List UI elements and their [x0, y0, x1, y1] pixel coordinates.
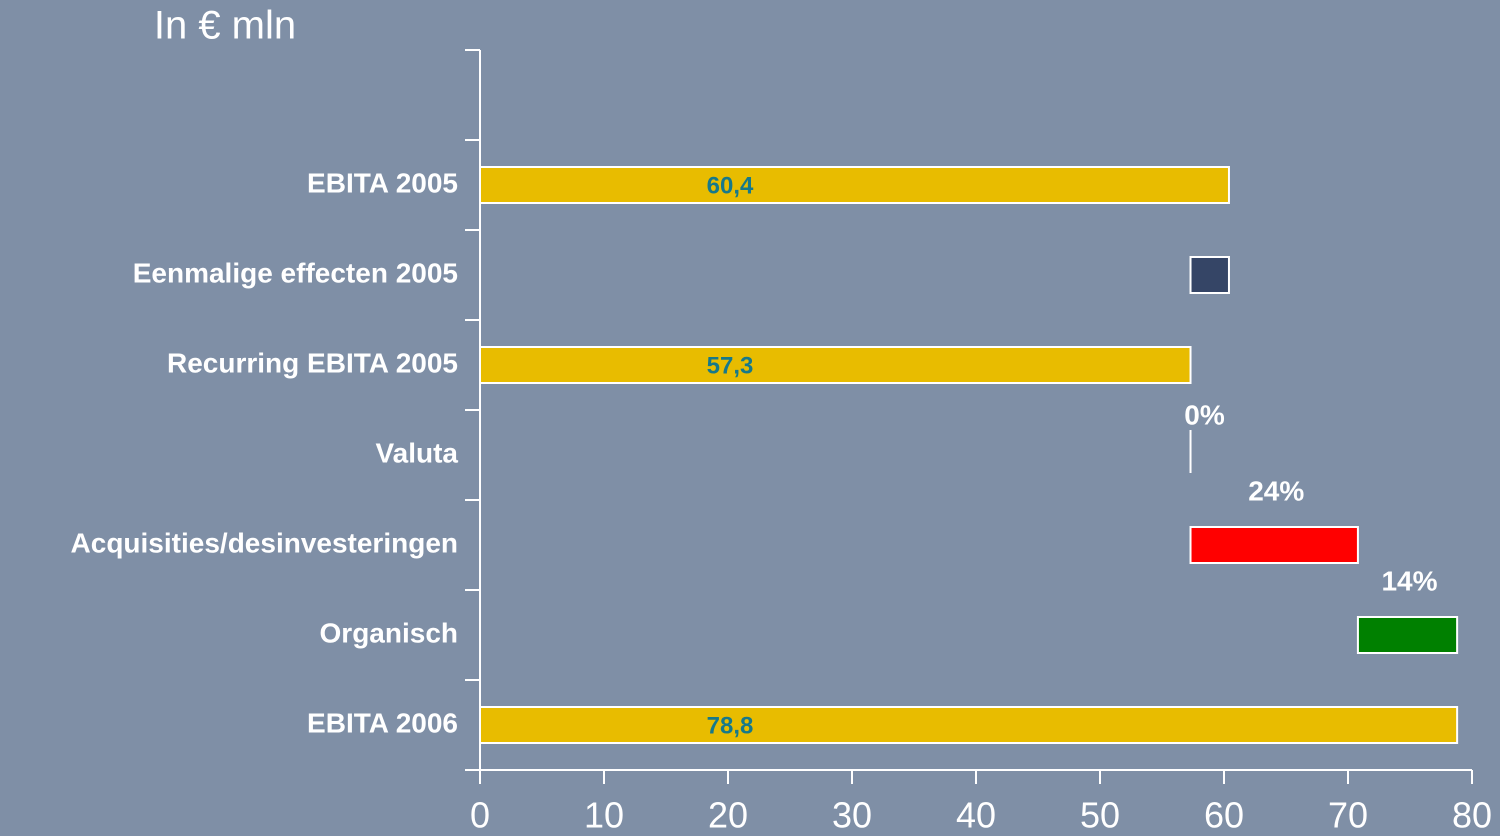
- x-tick-label: 0: [470, 795, 490, 836]
- bar: [1189, 256, 1230, 294]
- x-tick-label: 20: [708, 795, 748, 836]
- x-tick-label: 50: [1080, 795, 1120, 836]
- category-label: Organisch: [320, 617, 458, 648]
- value-label: 57,3: [707, 352, 754, 379]
- x-tick-label: 70: [1328, 795, 1368, 836]
- category-label: Eenmalige effecten 2005: [133, 257, 458, 288]
- value-label: 60,4: [707, 172, 754, 199]
- category-label: EBITA 2005: [307, 167, 458, 198]
- bar: [1189, 526, 1359, 564]
- category-label: Recurring EBITA 2005: [167, 347, 458, 378]
- x-tick-label: 60: [1204, 795, 1244, 836]
- x-tick-label: 10: [584, 795, 624, 836]
- chart-title: In € mln: [154, 4, 296, 48]
- x-tick-label: 40: [956, 795, 996, 836]
- growth-label: 24%: [1248, 475, 1304, 506]
- category-label: Acquisities/desinvesteringen: [71, 527, 458, 558]
- value-label: 78,8: [707, 712, 754, 739]
- bar: [479, 706, 1459, 744]
- bar: [479, 346, 1192, 384]
- x-tick-label: 80: [1452, 795, 1492, 836]
- category-label: Valuta: [376, 437, 459, 468]
- bar: [479, 166, 1230, 204]
- growth-label: 14%: [1381, 565, 1437, 596]
- bar: [1356, 616, 1459, 654]
- category-label: EBITA 2006: [307, 707, 458, 738]
- growth-label: 0%: [1184, 399, 1225, 430]
- x-tick-label: 30: [832, 795, 872, 836]
